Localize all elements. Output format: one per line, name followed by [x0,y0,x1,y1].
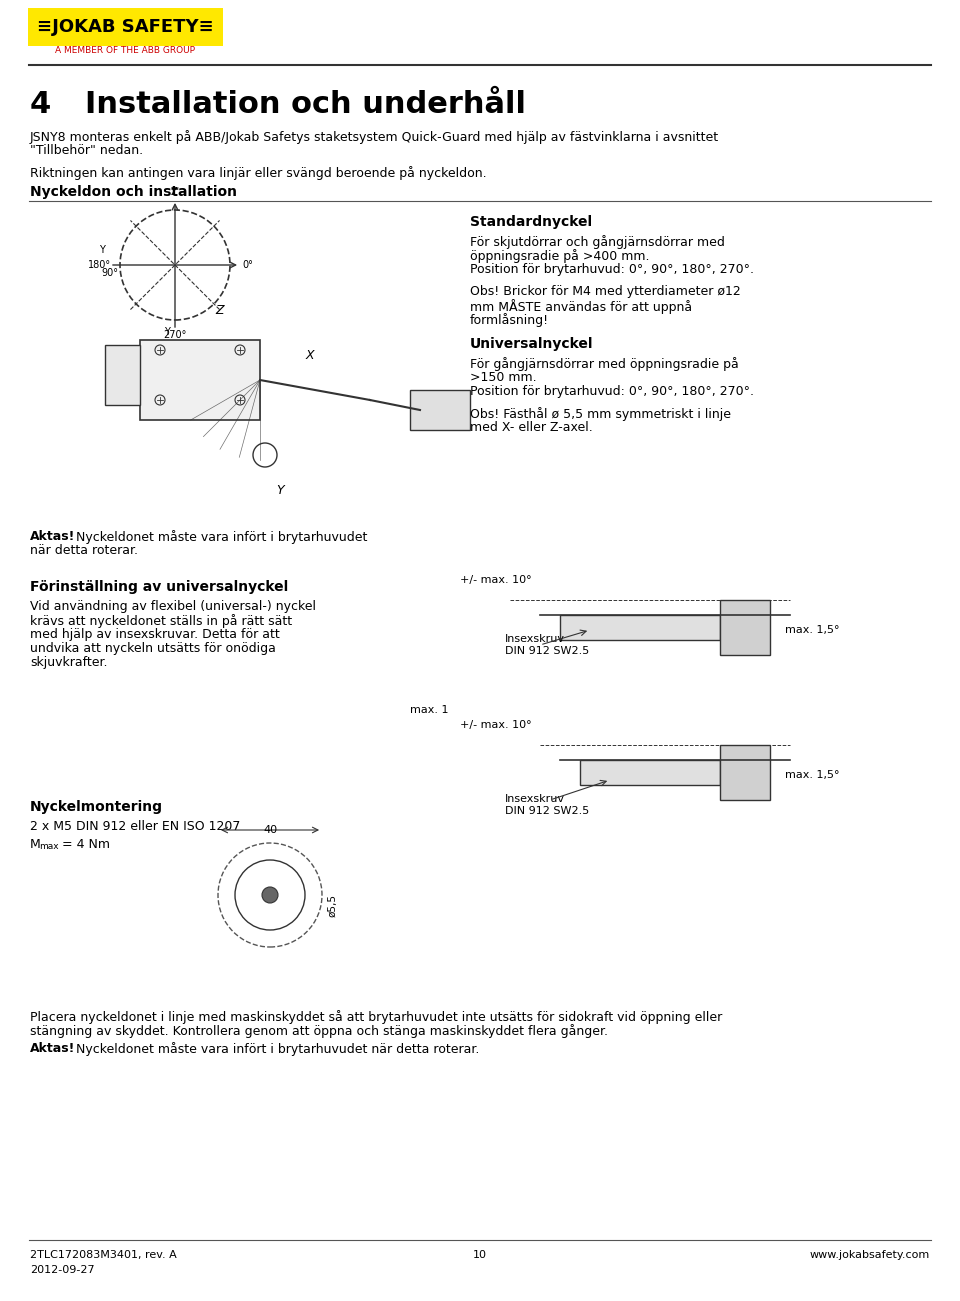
Text: = 4 Nm: = 4 Nm [62,838,110,851]
Text: Y: Y [164,327,170,337]
FancyBboxPatch shape [580,760,720,785]
Text: Nyckeldonet måste vara infört i brytarhuvudet: Nyckeldonet måste vara infört i brytarhu… [72,530,368,544]
Text: 0°: 0° [243,260,253,271]
Text: 270°: 270° [163,330,186,340]
Text: 2TLC172083M3401, rev. A: 2TLC172083M3401, rev. A [30,1250,177,1259]
Text: med hjälp av insexskruvar. Detta för att: med hjälp av insexskruvar. Detta för att [30,628,279,641]
Text: öppningsradie på >400 mm.: öppningsradie på >400 mm. [470,248,650,263]
Text: 4: 4 [30,90,51,118]
Text: med X- eller Z-axel.: med X- eller Z-axel. [470,422,592,435]
Text: Installation och underhåll: Installation och underhåll [85,90,526,118]
FancyBboxPatch shape [720,745,770,800]
Text: A MEMBER OF THE ABB GROUP: A MEMBER OF THE ABB GROUP [55,46,195,55]
Text: max. 1,5°: max. 1,5° [785,770,839,781]
Text: max: max [39,842,59,851]
Text: Nyckeldonet måste vara infört i brytarhuvudet när detta roterar.: Nyckeldonet måste vara infört i brytarhu… [72,1042,479,1056]
Circle shape [262,887,278,903]
Text: +/- max. 10°: +/- max. 10° [460,719,532,730]
FancyBboxPatch shape [560,615,720,640]
Text: För gångjärnsdörrar med öppningsradie på: För gångjärnsdörrar med öppningsradie på [470,356,739,371]
Text: >150 mm.: >150 mm. [470,371,537,384]
Text: www.jokabsafety.com: www.jokabsafety.com [809,1250,930,1259]
Text: undvika att nyckeln utsätts för onödiga: undvika att nyckeln utsätts för onödiga [30,641,276,654]
Text: Y: Y [276,484,284,497]
Text: Position för brytarhuvud: 0°, 90°, 180°, 270°.: Position för brytarhuvud: 0°, 90°, 180°,… [470,263,754,276]
FancyBboxPatch shape [410,390,470,431]
Text: Förinställning av universalnyckel: Förinställning av universalnyckel [30,580,288,595]
Text: X: X [305,349,314,362]
Text: skjuvkrafter.: skjuvkrafter. [30,656,108,669]
Text: stängning av skyddet. Kontrollera genom att öppna och stänga maskinskyddet flera: stängning av skyddet. Kontrollera genom … [30,1024,608,1038]
Text: 10: 10 [473,1250,487,1259]
Text: Z': Z' [171,187,180,196]
Text: För skjutdörrar och gångjärnsdörrar med: För skjutdörrar och gångjärnsdörrar med [470,235,725,248]
Text: Insexskruv
DIN 912 SW2.5: Insexskruv DIN 912 SW2.5 [505,794,589,816]
Text: 2012-09-27: 2012-09-27 [30,1265,95,1275]
FancyBboxPatch shape [105,345,140,405]
FancyBboxPatch shape [140,340,260,420]
Text: Insexskruv
DIN 912 SW2.5: Insexskruv DIN 912 SW2.5 [505,634,589,656]
Text: M: M [30,838,40,851]
Text: formlåsning!: formlåsning! [470,314,549,327]
Text: Aktas!: Aktas! [30,1042,76,1055]
Text: Standardnyckel: Standardnyckel [470,215,592,229]
FancyBboxPatch shape [28,8,223,46]
Text: max. 1,5°: max. 1,5° [785,624,839,635]
Text: Obs! Fästhål ø 5,5 mm symmetriskt i linje: Obs! Fästhål ø 5,5 mm symmetriskt i linj… [470,407,731,422]
Text: 40: 40 [263,825,277,835]
Text: max. 1: max. 1 [410,705,448,716]
Text: +/- max. 10°: +/- max. 10° [460,575,532,585]
Text: "Tillbehör" nedan.: "Tillbehör" nedan. [30,144,143,157]
Text: Y: Y [99,245,105,255]
Text: Vid användning av flexibel (universal-) nyckel: Vid användning av flexibel (universal-) … [30,600,316,613]
Text: mm MÅSTE användas för att uppnå: mm MÅSTE användas för att uppnå [470,299,692,314]
Text: Obs! Brickor för M4 med ytterdiameter ø12: Obs! Brickor för M4 med ytterdiameter ø1… [470,285,741,298]
Text: Universalnyckel: Universalnyckel [470,337,593,351]
Text: Z: Z [216,303,225,316]
Text: 90°: 90° [102,268,118,278]
Text: Aktas!: Aktas! [30,530,76,543]
Text: Riktningen kan antingen vara linjär eller svängd beroende på nyckeldon.: Riktningen kan antingen vara linjär elle… [30,167,487,180]
Text: Nyckelmontering: Nyckelmontering [30,800,163,814]
Text: när detta roterar.: när detta roterar. [30,544,138,557]
FancyBboxPatch shape [720,600,770,654]
Text: ø5,5: ø5,5 [328,894,338,916]
Text: 180°: 180° [88,260,111,271]
Text: Position för brytarhuvud: 0°, 90°, 180°, 270°.: Position för brytarhuvud: 0°, 90°, 180°,… [470,385,754,398]
Text: Placera nyckeldonet i linje med maskinskyddet så att brytarhuvudet inte utsätts : Placera nyckeldonet i linje med maskinsk… [30,1010,722,1024]
Text: 2 x M5 DIN 912 eller EN ISO 1207: 2 x M5 DIN 912 eller EN ISO 1207 [30,820,240,833]
Text: Nyckeldon och installation: Nyckeldon och installation [30,185,237,199]
Text: krävs att nyckeldonet ställs in på rätt sätt: krävs att nyckeldonet ställs in på rätt … [30,614,292,628]
Text: ≡JOKAB SAFETY≡: ≡JOKAB SAFETY≡ [36,18,213,36]
Text: JSNY8 monteras enkelt på ABB/Jokab Safetys staketsystem Quick-Guard med hjälp av: JSNY8 monteras enkelt på ABB/Jokab Safet… [30,130,719,144]
